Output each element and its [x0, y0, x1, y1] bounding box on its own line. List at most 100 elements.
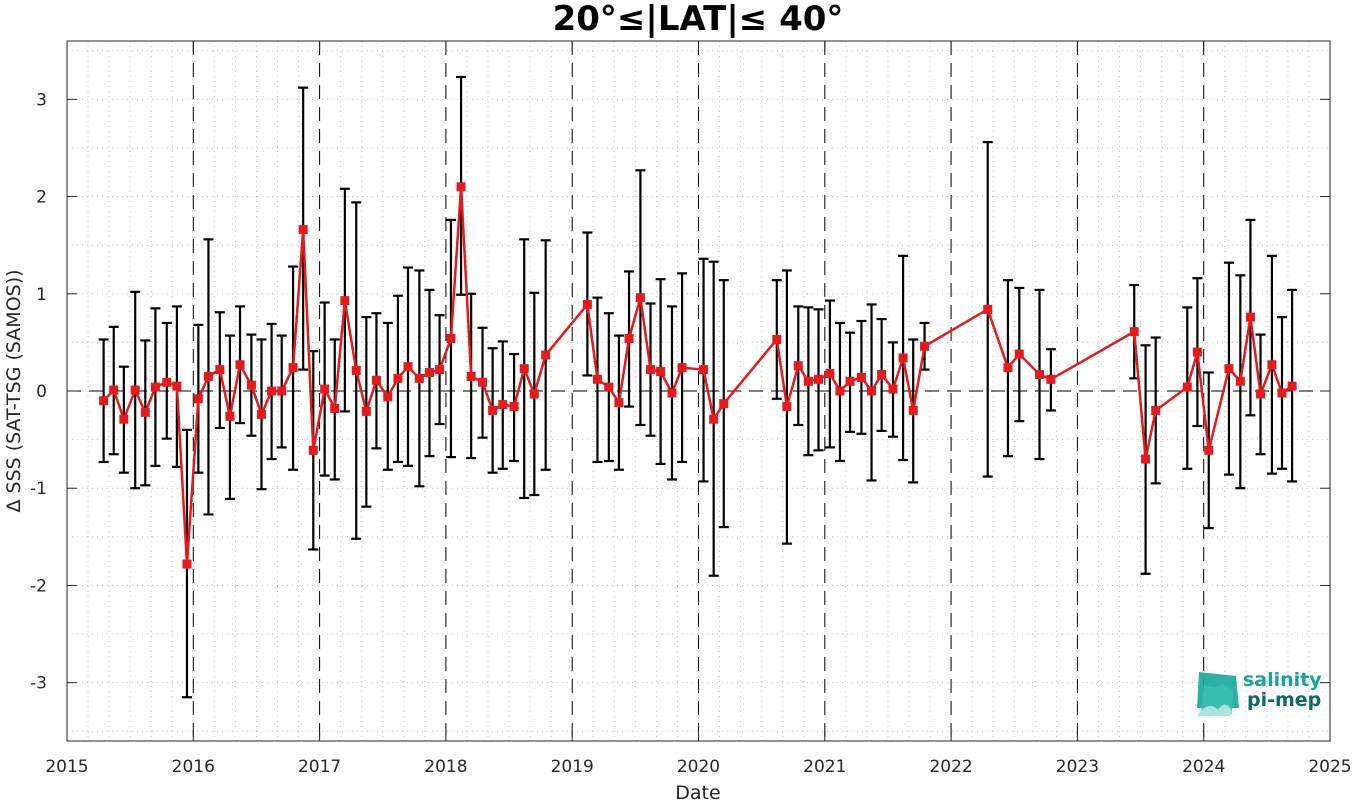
data-point: [466, 371, 476, 381]
x-tick-labels: 2015 2016 2017 2018 2019 2020 2021 2022 2023 2024…: [45, 757, 1351, 777]
data-point: [182, 559, 192, 569]
data-point: [330, 404, 340, 413]
data-point: [920, 341, 930, 351]
data-point: [456, 182, 466, 192]
data-point: [509, 402, 519, 412]
y-axis-label: Δ SSS (SAT-TSG (SAMOS)): [3, 269, 25, 512]
data-point: [478, 377, 488, 387]
data-point: [246, 380, 256, 390]
data-point: [803, 376, 813, 386]
x-tick-label: 2018: [424, 757, 467, 777]
data-point: [1256, 389, 1266, 399]
data-point: [719, 399, 729, 409]
data-point: [383, 392, 393, 402]
data-point: [877, 369, 887, 379]
data-point: [1141, 454, 1151, 464]
y-tick-label: 1: [36, 285, 47, 305]
data-point: [1014, 349, 1024, 359]
data-point: [656, 367, 666, 377]
x-tick-label: 2020: [677, 757, 720, 777]
data-point: [371, 375, 381, 385]
data-point: [193, 394, 203, 404]
data-point: [298, 225, 308, 235]
axis-ticks: [66, 41, 1331, 741]
data-point: [203, 371, 213, 381]
chart-title: 20°≤|LAT|≤ 40°: [553, 0, 844, 39]
x-tick-label: 2023: [1056, 757, 1099, 777]
data-point: [308, 445, 318, 455]
y-tick-label: -1: [30, 479, 47, 499]
x-tick-label: 2021: [803, 757, 846, 777]
data-point: [1182, 382, 1192, 392]
data-point: [1277, 388, 1287, 398]
data-point: [361, 406, 371, 416]
y-tick-label: 3: [36, 90, 47, 110]
data-point: [277, 386, 287, 396]
x-tick-label: 2025: [1308, 757, 1351, 777]
data-point: [709, 414, 719, 424]
data-point: [541, 350, 551, 360]
y-tick-label: -2: [30, 576, 47, 596]
y-tick-labels: 3 2 1 0 -1 -2 -3: [30, 90, 47, 693]
data-point: [1046, 374, 1056, 384]
y-tick-label: 0: [36, 382, 47, 402]
data-point: [983, 304, 993, 314]
data-point: [845, 376, 855, 386]
data-point: [351, 366, 361, 376]
data-point: [235, 360, 245, 370]
data-point: [699, 365, 709, 375]
data-point: [813, 374, 823, 384]
x-tick-label: 2019: [551, 757, 594, 777]
data-point: [488, 405, 498, 415]
data-point: [1151, 405, 1161, 415]
data-point: [225, 411, 235, 421]
logo-text-pi-mep: pi-mep: [1247, 689, 1321, 711]
data-point: [257, 409, 267, 419]
data-point: [614, 398, 624, 408]
data-point: [140, 407, 150, 417]
data-point: [908, 405, 918, 415]
logo-text-salinity: salinity: [1243, 669, 1322, 691]
wave-logo-icon: [1197, 672, 1239, 716]
data-point: [1204, 445, 1214, 455]
data-point: [677, 363, 687, 373]
data-point: [772, 334, 782, 344]
salinity-pi-mep-logo: salinity pi-mep: [1197, 669, 1322, 716]
data-point: [119, 414, 129, 424]
data-point: [867, 386, 877, 396]
data-point: [267, 386, 277, 396]
data-point: [1287, 381, 1297, 391]
data-point: [162, 377, 172, 387]
data-point: [446, 334, 456, 343]
data-point: [435, 365, 445, 375]
x-tick-label: 2015: [45, 757, 88, 777]
data-point: [1035, 369, 1045, 379]
data-point: [403, 362, 413, 372]
data-point: [130, 385, 140, 395]
x-tick-label: 2017: [298, 757, 341, 777]
data-point: [646, 365, 656, 375]
data-point: [340, 296, 350, 306]
data-point: [1192, 347, 1202, 357]
series-markers: [99, 182, 1297, 569]
data-point: [888, 384, 898, 394]
data-point: [1129, 327, 1139, 337]
x-axis-label: Date: [675, 782, 720, 801]
data-point: [424, 368, 434, 378]
data-point: [320, 384, 330, 394]
data-point: [1224, 364, 1234, 374]
data-point: [109, 385, 119, 395]
data-point: [856, 372, 866, 382]
data-point: [635, 293, 645, 303]
data-point: [1245, 312, 1255, 322]
x-tick-label: 2016: [172, 757, 215, 777]
data-point: [288, 363, 298, 373]
data-point: [782, 402, 792, 412]
x-tick-label: 2022: [929, 757, 972, 777]
data-point: [414, 373, 424, 383]
y-tick-label: 2: [36, 188, 47, 208]
data-point: [582, 299, 592, 309]
data-point: [498, 400, 508, 410]
data-point: [172, 381, 182, 391]
